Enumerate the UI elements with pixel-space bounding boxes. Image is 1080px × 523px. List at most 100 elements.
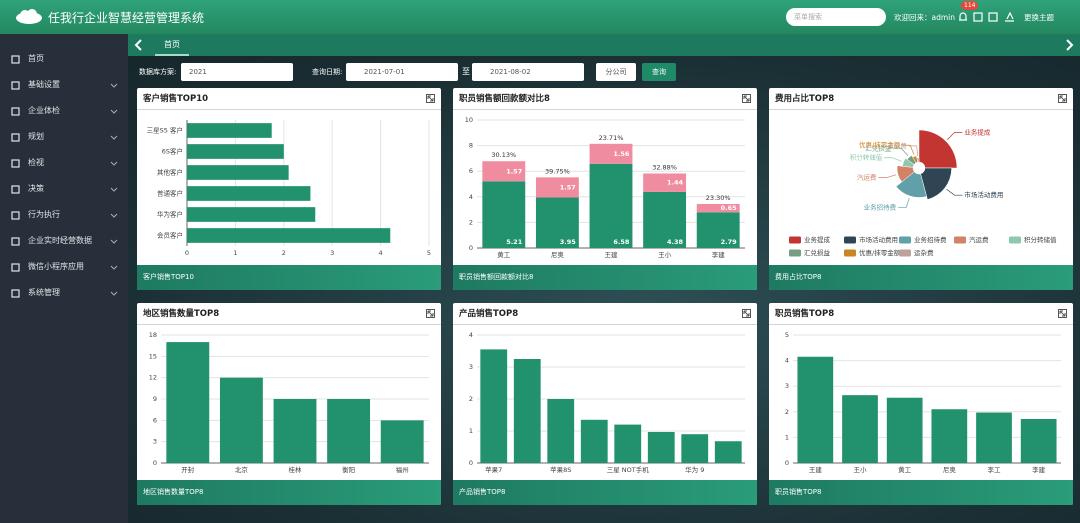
- icon-shape: [1059, 95, 1066, 102]
- chevron: [110, 239, 118, 244]
- bar-segment: [696, 203, 740, 213]
- x-tick-label: 华为 9: [685, 465, 704, 474]
- app-title: 任我行企业智慧经营管理系统: [48, 11, 205, 25]
- menu-item[interactable]: 首页: [28, 54, 44, 63]
- bar: [714, 441, 742, 463]
- bar: [976, 412, 1012, 463]
- label-line: [884, 157, 902, 162]
- bar-segment: [535, 177, 579, 198]
- label-line: [946, 188, 963, 196]
- slice-label: 优惠/抹零金额: [859, 140, 901, 149]
- bar-segment: [643, 173, 687, 192]
- date-from[interactable]: 2021-07-01: [346, 63, 458, 81]
- y-tick-label: 2: [469, 395, 473, 403]
- slice-label: 汽运费: [857, 173, 877, 182]
- x-tick-label: 桂林: [289, 465, 303, 474]
- menu-item[interactable]: 微信小程序应用: [28, 262, 84, 271]
- legend-swatch: [789, 236, 801, 244]
- slice-label: 积分转储值: [850, 153, 883, 162]
- x-tick-label: 李建: [1032, 465, 1046, 474]
- expand-icon[interactable]: [1058, 309, 1067, 318]
- panel-caption: 产品销售TOP8: [453, 480, 757, 505]
- date-to[interactable]: 2021-08-02: [472, 63, 584, 81]
- expand-icon[interactable]: [1058, 94, 1067, 103]
- legend-label: 市场活动费用: [859, 235, 898, 244]
- legend-swatch: [899, 249, 911, 257]
- chevron-shape: [110, 239, 118, 244]
- expand-icon[interactable]: [742, 94, 751, 103]
- header-icons[interactable]: [957, 11, 1023, 23]
- panel-caption: 费用占比TOP8: [769, 265, 1073, 290]
- menu-item[interactable]: 规划: [28, 132, 44, 141]
- expand-icon[interactable]: [426, 94, 435, 103]
- y-tick-label: 6: [153, 416, 157, 424]
- menu-item[interactable]: 企业实时经营数据: [28, 236, 92, 245]
- rose-slice: [916, 157, 920, 163]
- panel-title: 费用占比TOP8: [769, 88, 1073, 110]
- legend-label: 业务招待费: [914, 235, 947, 244]
- expand-icon[interactable]: [426, 309, 435, 318]
- menu-item[interactable]: 系统管理: [28, 288, 60, 297]
- tab-next[interactable]: [1064, 39, 1074, 51]
- value-label: 3.95: [560, 238, 577, 246]
- rose-slice: [896, 165, 915, 183]
- label-line: [878, 174, 897, 179]
- chevron: [110, 109, 118, 114]
- legend-swatch: [954, 236, 966, 244]
- bar: [513, 359, 541, 463]
- x-tick-label: 李工: [988, 465, 1002, 474]
- menu-item[interactable]: 检视: [28, 158, 44, 167]
- icon-shape: [426, 94, 435, 103]
- chevron-shape: [110, 135, 118, 140]
- x-tick-label: 黄工: [898, 465, 912, 474]
- rate-label: 32.88%: [652, 164, 677, 172]
- legend-swatch: [844, 236, 856, 244]
- chevron-shape: [110, 265, 118, 270]
- menu-item[interactable]: 决策: [28, 184, 44, 193]
- date-to-label: 至: [462, 67, 470, 76]
- value-label: 1.56: [613, 150, 630, 158]
- icon-shape: [1058, 94, 1067, 103]
- menu-item[interactable]: 企业体检: [28, 106, 60, 115]
- query-button[interactable]: 查询: [642, 63, 676, 81]
- value-label: 4.38: [667, 238, 684, 246]
- bar: [380, 420, 424, 463]
- bar: [614, 424, 642, 463]
- chevron: [110, 161, 118, 166]
- legend-label: 汇兑损益: [804, 248, 831, 257]
- menu-item[interactable]: 行为执行: [28, 210, 60, 219]
- legend-label: 积分转储值: [1024, 235, 1057, 244]
- panel: 职员销售额回款额对比8 0 2 4 6 8 10 黄工 5.21 1.57 30.13% 尼奥 3.95…: [453, 88, 757, 290]
- branch-button[interactable]: 分公司: [596, 63, 636, 81]
- tab-prev[interactable]: [134, 39, 144, 51]
- x-tick-label: 苹果7: [485, 465, 502, 474]
- y-tick-label: 15: [149, 352, 157, 360]
- value-label: 5.21: [506, 238, 523, 246]
- bar: [187, 165, 289, 180]
- x-tick-label: 尼奥: [551, 250, 565, 259]
- chevron: [110, 291, 118, 296]
- icon-shape: [427, 95, 434, 102]
- tab[interactable]: 首页: [155, 34, 189, 56]
- welcome: 欢迎回来：admin: [894, 13, 955, 22]
- scheme-select[interactable]: 2021: [181, 63, 293, 81]
- value-label: 1.57: [506, 167, 522, 175]
- icon-shape: [743, 95, 750, 102]
- menu-item[interactable]: 基础设置: [28, 80, 60, 89]
- icon-shape: [11, 107, 20, 116]
- theme-button[interactable]: 更换主题: [1024, 13, 1054, 22]
- value-label: 6.58: [613, 238, 630, 246]
- value-label: 2.79: [721, 238, 738, 246]
- bar-segment: [589, 143, 633, 164]
- x-tick-label: 尼奥: [943, 465, 957, 474]
- expand-icon[interactable]: [742, 309, 751, 318]
- bar: [647, 431, 675, 463]
- search-box[interactable]: 菜单搜索: [786, 8, 886, 26]
- bar: [480, 349, 508, 463]
- legend-label: 汽运费: [969, 235, 989, 244]
- header: 任我行企业智慧经营管理系统 菜单搜索 欢迎回来：admin 114 更换主题: [0, 0, 1080, 34]
- rose-slice: [906, 155, 917, 165]
- y-tick-label: 华为客户: [157, 210, 183, 219]
- bar: [547, 399, 575, 463]
